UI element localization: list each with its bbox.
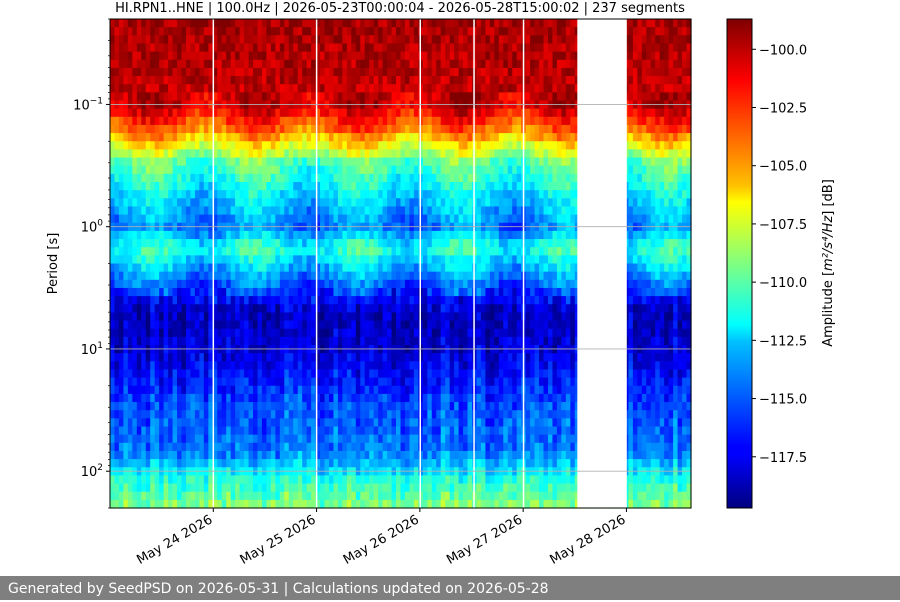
colorbar-tick-label: −112.5: [759, 334, 807, 349]
y-tick-label: 101: [81, 341, 103, 358]
x-axis: May 24 2026 May 25 2026 May 26 2026 May 27 …: [134, 508, 628, 568]
y-axis: 10−1 100 101 102: [73, 19, 110, 508]
y-tick-label: 10−1: [73, 96, 103, 113]
y-tick-label: 102: [81, 463, 103, 480]
data-gap: [316, 19, 318, 508]
colorbar-tick-label: −105.0: [759, 160, 807, 175]
footer-text: Generated by SeedPSD on 2026-05-31 | Cal…: [8, 581, 549, 597]
x-tick-label: May 25 2026: [238, 512, 319, 567]
colorbar-label: Amplitude [m²/s⁴/Hz] [dB]: [821, 179, 836, 347]
x-tick-label: May 26 2026: [341, 512, 422, 567]
colorbar: −100.0 −102.5 −105.0 −107.5 −110.0 −112.5 −115…: [727, 19, 836, 508]
colorbar-tick-label: −115.0: [759, 393, 807, 408]
x-tick-label: May 28 2026: [548, 512, 629, 567]
x-tick-label: May 27 2026: [444, 512, 525, 567]
colorbar-tick-label: −110.0: [759, 276, 807, 291]
colorbar-gradient: [727, 19, 752, 508]
chart-title: HI.RPN1..HNE | 100.0Hz | 2026-05-23T00:0…: [115, 1, 685, 16]
x-tick-label: May 24 2026: [134, 512, 215, 567]
colorbar-tick-label: −107.5: [759, 218, 807, 233]
y-axis-label: Period [s]: [46, 233, 61, 295]
data-gap: [523, 19, 525, 508]
data-gap: [577, 19, 626, 508]
spectrogram-chart: HI.RPN1..HNE | 100.0Hz | 2026-05-23T00:0…: [0, 0, 900, 576]
colorbar-tick-label: −117.5: [759, 451, 807, 466]
data-gap: [213, 19, 215, 508]
data-gap: [420, 19, 422, 508]
colorbar-tick-label: −100.0: [759, 43, 807, 58]
colorbar-tick-label: −102.5: [759, 101, 807, 116]
y-tick-label: 100: [81, 219, 104, 236]
footer-bar: Generated by SeedPSD on 2026-05-31 | Cal…: [0, 576, 900, 600]
data-gap: [473, 19, 475, 508]
